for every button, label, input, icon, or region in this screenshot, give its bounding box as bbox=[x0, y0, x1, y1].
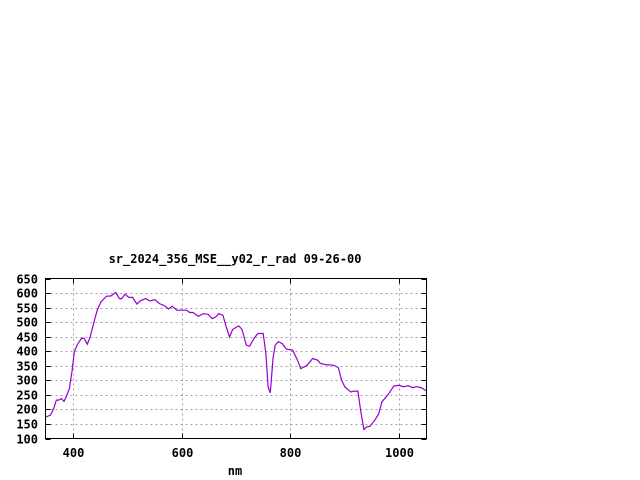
y-tick-label: 100 bbox=[16, 433, 38, 447]
x-tick-label: 600 bbox=[172, 446, 194, 460]
y-tick-label: 450 bbox=[16, 331, 38, 345]
y-tick-label: 600 bbox=[16, 287, 38, 301]
y-tick-label: 150 bbox=[16, 418, 38, 432]
y-tick-label: 350 bbox=[16, 360, 38, 374]
x-tick-label: 1000 bbox=[385, 446, 414, 460]
plot-border bbox=[45, 278, 427, 439]
grid bbox=[45, 278, 427, 439]
x-tick-label: 800 bbox=[280, 446, 302, 460]
y-tick-label: 200 bbox=[16, 403, 38, 417]
y-tick-label: 650 bbox=[16, 273, 38, 287]
x-axis-label: nm bbox=[228, 464, 242, 478]
series bbox=[45, 291, 427, 431]
y-tick-label: 250 bbox=[16, 389, 38, 403]
x-tick-label: 400 bbox=[63, 446, 85, 460]
chart-title: sr_2024_356_MSE__y02_r_rad 09-26-00 bbox=[109, 252, 362, 267]
y-tick-label: 300 bbox=[16, 374, 38, 388]
y-tick-label: 400 bbox=[16, 345, 38, 359]
y-tick-label: 550 bbox=[16, 302, 38, 316]
y-tick-label: 500 bbox=[16, 316, 38, 330]
series-line bbox=[45, 291, 427, 431]
